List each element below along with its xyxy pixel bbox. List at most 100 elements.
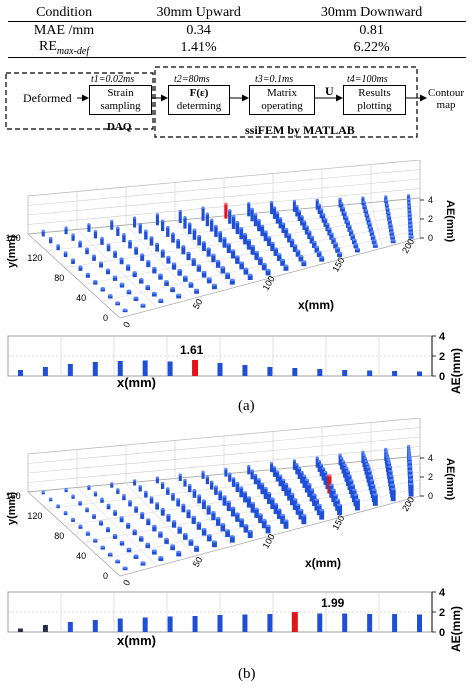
table-row: REmax-def 1.41% 6.22% bbox=[8, 39, 466, 58]
data-bar bbox=[113, 511, 117, 516]
bar-cap bbox=[201, 206, 205, 209]
bar-cap bbox=[247, 273, 253, 277]
bar-cap bbox=[229, 278, 235, 282]
bar-cap bbox=[347, 474, 352, 477]
bar-cap bbox=[316, 503, 322, 507]
data-bar bbox=[63, 252, 68, 258]
bar-cap bbox=[171, 262, 177, 265]
bar-cap bbox=[126, 547, 132, 550]
data-bar bbox=[228, 210, 232, 224]
data-bar bbox=[112, 535, 118, 539]
data-bar bbox=[144, 491, 148, 498]
data-bar bbox=[196, 522, 202, 530]
data-bar bbox=[166, 488, 170, 495]
bar-cap bbox=[292, 244, 298, 247]
cell-down: 0.81 bbox=[359, 22, 384, 38]
table-header-row: Condition 30mm Upward 30mm Downward bbox=[8, 4, 466, 22]
data-bar bbox=[155, 214, 159, 226]
panel-a-x-axis-label: x(mm) bbox=[298, 298, 335, 312]
bar-cap bbox=[250, 501, 255, 505]
bar-cap bbox=[349, 229, 354, 232]
data-bar bbox=[128, 501, 132, 507]
data-bar bbox=[300, 471, 304, 484]
bar-cap bbox=[160, 481, 165, 485]
floor-grid-line bbox=[370, 202, 383, 249]
bar-cap bbox=[138, 222, 142, 226]
bar-cap bbox=[386, 211, 391, 214]
data-bar bbox=[246, 240, 251, 250]
data-bar bbox=[289, 493, 295, 506]
bar-cap bbox=[201, 241, 206, 244]
data-bar bbox=[99, 262, 103, 268]
data-bar bbox=[194, 289, 200, 294]
data-bar bbox=[93, 231, 98, 239]
panel-b-bar-annotation: 1.99 bbox=[321, 596, 345, 610]
data-bar bbox=[191, 259, 196, 266]
bar-cap bbox=[177, 526, 182, 529]
y-tick-label: 80 bbox=[54, 531, 64, 541]
bar-cap bbox=[231, 215, 236, 218]
bar-cap bbox=[260, 482, 265, 485]
data-bar bbox=[300, 216, 304, 226]
bar-cap bbox=[323, 470, 328, 474]
bar-cap bbox=[106, 243, 111, 247]
data-bar bbox=[146, 261, 151, 268]
data-bar bbox=[211, 512, 216, 521]
data-bar bbox=[217, 363, 223, 376]
bar-cap bbox=[337, 503, 343, 507]
y-tick-label: 0 bbox=[439, 627, 445, 639]
highlight-bar bbox=[224, 203, 228, 219]
data-bar bbox=[201, 207, 205, 221]
data-bar bbox=[267, 237, 272, 247]
data-bar bbox=[319, 510, 325, 520]
data-bar bbox=[273, 504, 279, 514]
data-bar bbox=[201, 272, 207, 278]
bar-cap bbox=[385, 207, 390, 210]
data-bar bbox=[126, 523, 131, 529]
data-bar bbox=[214, 225, 218, 237]
data-bar bbox=[116, 227, 120, 236]
bar-cap bbox=[319, 463, 324, 466]
data-bar bbox=[250, 503, 255, 513]
bar-cap bbox=[201, 270, 207, 274]
bar-cap bbox=[239, 226, 244, 230]
bar-cap bbox=[160, 249, 165, 252]
bar-cap bbox=[113, 250, 117, 253]
bar-cap bbox=[408, 478, 414, 481]
data-bar bbox=[387, 216, 392, 222]
bar-cap bbox=[247, 529, 253, 533]
bar-cap bbox=[85, 247, 89, 250]
floor bbox=[27, 197, 421, 319]
bar-cap bbox=[170, 544, 176, 547]
bar-cap bbox=[158, 298, 164, 301]
bar-cap bbox=[314, 245, 320, 249]
bar-cap bbox=[295, 463, 299, 466]
data-bar bbox=[93, 539, 98, 543]
data-bar bbox=[353, 244, 359, 249]
bar-cap bbox=[87, 223, 91, 226]
bar-cap bbox=[158, 531, 163, 534]
data-bar bbox=[155, 477, 159, 484]
bar-cap bbox=[176, 293, 182, 296]
data-bar bbox=[92, 255, 96, 261]
bar-cap bbox=[349, 479, 354, 482]
data-bar bbox=[385, 208, 390, 214]
bar-cap bbox=[341, 206, 345, 210]
data-bar bbox=[105, 528, 111, 533]
bar-cap bbox=[64, 487, 68, 491]
data-bar bbox=[370, 236, 376, 241]
data-bar bbox=[196, 265, 202, 272]
data-bar bbox=[119, 258, 124, 265]
bar-cap bbox=[183, 275, 188, 278]
bar-cap bbox=[321, 213, 326, 216]
data-bar bbox=[183, 534, 188, 540]
row-label: REmax-def bbox=[8, 39, 121, 58]
bar-cap bbox=[235, 512, 240, 515]
data-bar bbox=[176, 499, 181, 507]
data-bar bbox=[270, 242, 275, 252]
data-bar bbox=[350, 235, 355, 241]
data-bar bbox=[171, 233, 175, 243]
data-bar bbox=[344, 216, 349, 224]
data-bar bbox=[388, 228, 394, 233]
bar-cap bbox=[228, 472, 232, 475]
